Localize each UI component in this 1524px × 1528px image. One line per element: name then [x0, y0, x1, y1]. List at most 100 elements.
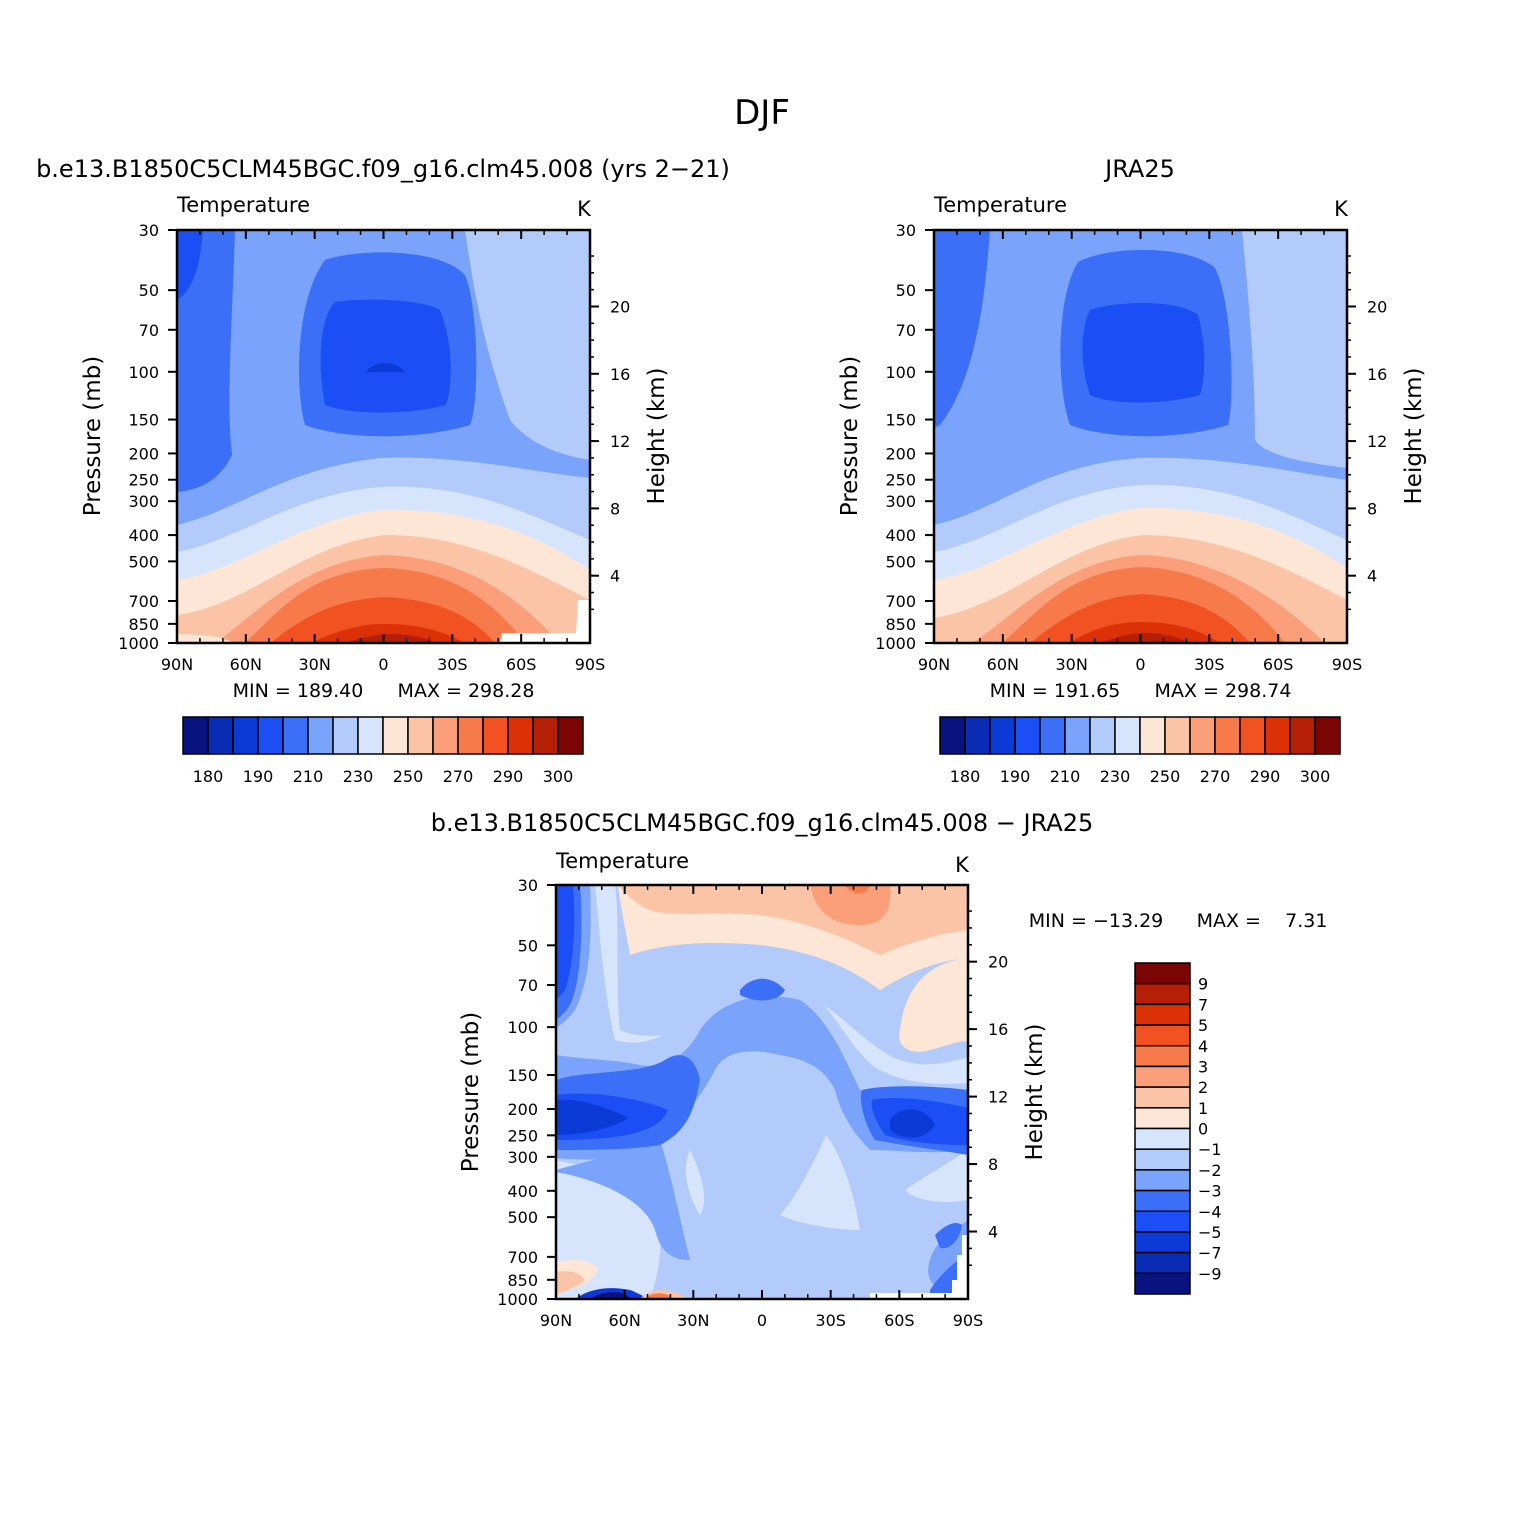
y-tick-label: 30 — [518, 876, 538, 895]
panel-diff-variable: Temperature — [555, 849, 689, 873]
x-tick-label: 30N — [1056, 655, 1088, 674]
y-tick-label: 700 — [128, 592, 159, 611]
y-tick-label: 70 — [518, 976, 538, 995]
y2-tick-label: 20 — [988, 953, 1008, 972]
y2-tick-label: 20 — [1367, 297, 1387, 316]
y-tick-label: 1000 — [875, 634, 916, 653]
x-tick-label: 90S — [1332, 655, 1363, 674]
x-tick-label: 90N — [161, 655, 193, 674]
colorbar-swatch — [482, 716, 509, 755]
colorbar-label: 7 — [1198, 995, 1208, 1014]
colorbar-swatch — [1139, 716, 1166, 755]
y-tick-label: 70 — [896, 321, 916, 340]
y-tick-label: 250 — [885, 471, 916, 490]
x-tick-label: 90S — [575, 655, 606, 674]
x-tick-label: 90N — [918, 655, 950, 674]
fill-band — [845, 885, 870, 894]
colorbar-swatch — [1134, 1003, 1191, 1026]
colorbar-label: 4 — [1198, 1037, 1208, 1056]
colorbar-label: 9 — [1198, 975, 1208, 994]
colorbar-swatch — [1134, 1231, 1191, 1254]
panel-diff: b.e13.B1850C5CLM45BGC.f09_g16.clm45.008 … — [431, 809, 1328, 1330]
colorbar-label: 270 — [443, 767, 474, 786]
colorbar-swatch — [307, 716, 334, 755]
x-tick-label: 30N — [299, 655, 331, 674]
panel-obs-field — [934, 230, 1347, 643]
colorbar-swatch — [1164, 716, 1191, 755]
colorbar-swatch — [357, 716, 384, 755]
fill-band — [366, 363, 405, 372]
y2-tick-label: 8 — [610, 499, 620, 518]
colorbar-swatch — [1239, 716, 1266, 755]
x-tick-label: 30S — [1194, 655, 1225, 674]
colorbar-label: −1 — [1198, 1140, 1222, 1159]
fill-band — [1082, 303, 1205, 403]
colorbar: 180 190 210 230 250 270 290 300 — [939, 716, 1341, 786]
panel-obs: JRA25 Temperature K 30507010015020025030… — [837, 155, 1427, 786]
colorbar-label: −3 — [1198, 1182, 1222, 1201]
y2-axis-label: Height (km) — [1022, 1023, 1048, 1160]
y2-tick-label: 16 — [1367, 365, 1387, 384]
fill-band — [890, 1109, 935, 1138]
colorbar-label: 230 — [1100, 767, 1131, 786]
colorbar-swatch — [1134, 1169, 1191, 1192]
x-tick-label: 60S — [1263, 655, 1294, 674]
colorbar-label: −5 — [1198, 1223, 1222, 1242]
colorbar-label: 230 — [343, 767, 374, 786]
y-tick-label: 850 — [128, 615, 159, 634]
colorbar-swatch — [1039, 716, 1066, 755]
panel-model-field — [177, 230, 590, 643]
y-tick-label: 50 — [518, 936, 538, 955]
y2-tick-label: 16 — [988, 1020, 1008, 1039]
panel-obs-variable: Temperature — [933, 193, 1067, 217]
y2-tick-label: 12 — [610, 432, 630, 451]
fill-band — [645, 1293, 672, 1299]
min-label: MIN = 191.65 — [990, 680, 1121, 702]
y-tick-label: 700 — [507, 1248, 538, 1267]
colorbar-label: 300 — [1300, 767, 1331, 786]
colorbar-label: 210 — [293, 767, 324, 786]
fill-band — [740, 978, 785, 1001]
colorbar-swatch — [1114, 716, 1141, 755]
y2-tick-label: 16 — [610, 365, 630, 384]
y-tick-label: 300 — [885, 492, 916, 511]
page-title: DJF — [734, 93, 790, 133]
colorbar-label: −2 — [1198, 1161, 1222, 1180]
y2-tick-label: 8 — [988, 1155, 998, 1174]
max-label: MAX = 298.28 — [398, 680, 535, 702]
panel-model-units: K — [577, 197, 592, 221]
y-tick-label: 500 — [885, 552, 916, 571]
colorbar-swatch — [1134, 982, 1191, 1006]
colorbar-swatch — [182, 716, 209, 755]
y-tick-label: 50 — [896, 281, 916, 300]
colorbar-swatch — [232, 716, 259, 755]
colorbar-swatch — [1289, 716, 1316, 755]
colorbar-label: 1 — [1198, 1099, 1208, 1118]
y-tick-label: 200 — [507, 1100, 538, 1119]
y-axis-label: Pressure (mb) — [458, 1012, 484, 1172]
colorbar-swatch — [282, 716, 309, 755]
colorbar-swatch — [207, 716, 234, 755]
x-tick-label: 30S — [815, 1311, 846, 1330]
y-tick-label: 400 — [128, 526, 159, 545]
colorbar-swatch — [1089, 716, 1116, 755]
fill-band — [177, 634, 235, 643]
y-tick-label: 100 — [128, 363, 159, 382]
x-tick-label: 30N — [677, 1311, 709, 1330]
colorbar-swatch — [507, 716, 534, 755]
colorbar: 180 190 210 230 250 270 290 300 — [182, 716, 584, 786]
y-tick-label: 850 — [885, 615, 916, 634]
fill-band — [1068, 622, 1220, 643]
colorbar-label: 210 — [1050, 767, 1081, 786]
colorbar-swatch — [1134, 1210, 1191, 1233]
fill-band — [556, 885, 575, 1000]
y-tick-label: 30 — [896, 221, 916, 240]
y-tick-label: 50 — [139, 281, 159, 300]
colorbar-swatch — [1134, 1065, 1191, 1088]
colorbar-label: 0 — [1198, 1120, 1208, 1139]
x-tick-label: 60N — [987, 655, 1019, 674]
fill-band — [177, 230, 235, 492]
